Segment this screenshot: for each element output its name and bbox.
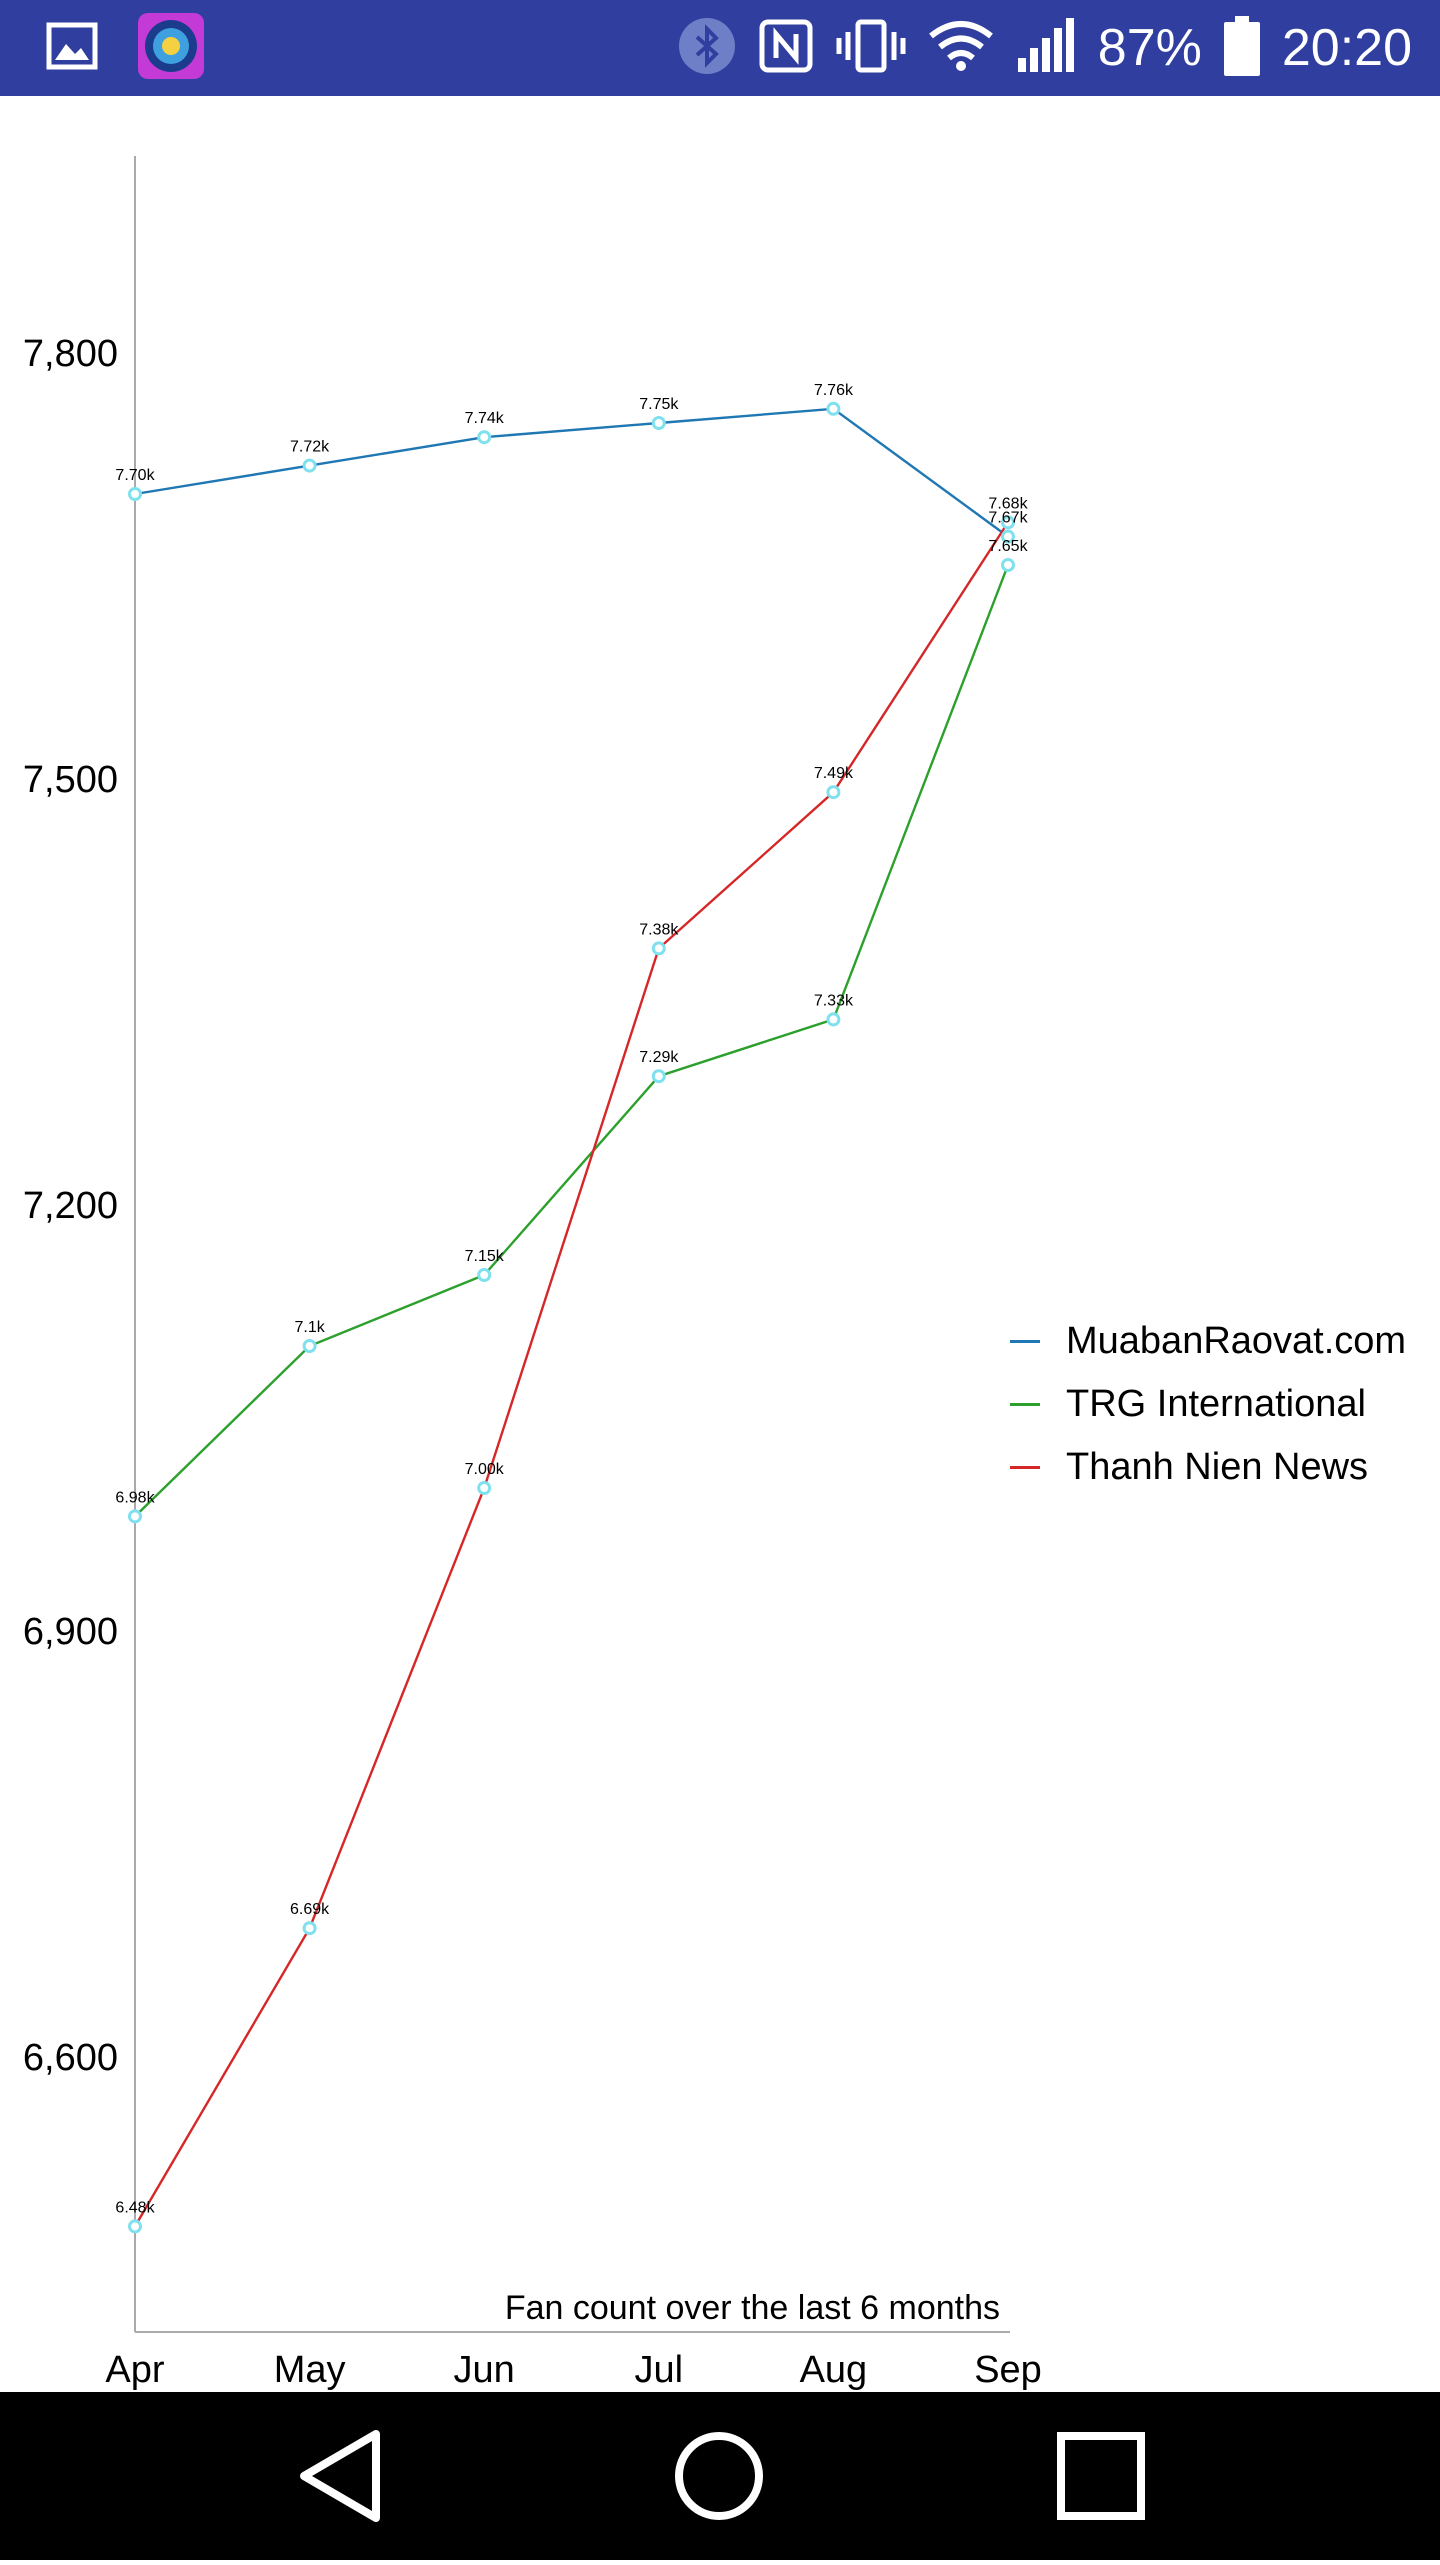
- y-tick-label: 6,900: [23, 1611, 118, 1653]
- legend-swatch: [1010, 1403, 1040, 1406]
- data-point: [651, 941, 666, 956]
- data-label: 7.29k: [639, 1049, 679, 1066]
- legend-item: Thanh Nien News: [1010, 1436, 1406, 1499]
- x-tick-label: Apr: [105, 2349, 164, 2391]
- y-tick-label: 7,500: [23, 759, 118, 801]
- data-point: [302, 458, 317, 473]
- recents-icon: [1057, 2432, 1145, 2520]
- x-tick-label: Sep: [974, 2349, 1042, 2391]
- data-label: 7.65k: [988, 538, 1028, 555]
- app-game-icon: [138, 12, 204, 84]
- data-label: 6.69k: [290, 1901, 330, 1918]
- vibrate-icon: [836, 18, 906, 79]
- data-label: 7.33k: [814, 992, 854, 1009]
- data-point: [302, 1921, 317, 1936]
- nfc-icon: [758, 18, 814, 79]
- data-point: [302, 1339, 317, 1353]
- navigation-bar: [0, 2392, 1440, 2560]
- data-label: 7.1k: [294, 1319, 325, 1336]
- signal-icon: [1016, 17, 1076, 79]
- status-bar: 87% 20:20: [0, 0, 1440, 96]
- data-point: [826, 401, 841, 416]
- data-label: 7.74k: [465, 410, 505, 427]
- data-label: 6.48k: [115, 2199, 155, 2216]
- data-point: [477, 430, 492, 445]
- battery-percent: 87%: [1097, 19, 1202, 77]
- data-label: 7.75k: [639, 396, 679, 413]
- y-tick-label: 6,600: [23, 2037, 118, 2079]
- x-tick-label: Aug: [800, 2349, 868, 2391]
- clock: 20:20: [1281, 19, 1412, 77]
- data-point: [1001, 529, 1015, 544]
- home-button[interactable]: [675, 2432, 763, 2520]
- recents-button[interactable]: [1057, 2432, 1145, 2520]
- x-tick-label: Jun: [454, 2349, 515, 2391]
- chart: 7,800 7,500 7,200 6,900 6,600 Apr May Jun Jul Au…: [0, 96, 1440, 2392]
- legend-swatch: [1010, 1466, 1040, 1469]
- legend: MuabanRaovat.com TRG International Thanh…: [1010, 1310, 1406, 1499]
- data-point: [1001, 515, 1015, 530]
- legend-label: MuabanRaovat.com: [1066, 1320, 1407, 1362]
- data-label: 6.98k: [115, 1489, 155, 1506]
- x-tick-label: Jul: [635, 2349, 684, 2391]
- y-tick-label: 7,200: [23, 1185, 118, 1227]
- series-line: [134, 564, 1010, 1518]
- data-label: 7.38k: [639, 921, 679, 938]
- legend-swatch: [1010, 1340, 1040, 1343]
- data-label: 7.76k: [814, 382, 854, 399]
- data-point: [128, 487, 142, 501]
- battery-icon: [1223, 15, 1260, 81]
- data-point: [477, 1481, 492, 1495]
- legend-item: TRG International: [1010, 1373, 1406, 1436]
- line-chart: 7,800 7,500 7,200 6,900 6,600 Apr May Jun Jul Au…: [23, 156, 1042, 2391]
- data-label: 7.68k: [988, 495, 1028, 512]
- data-point: [1001, 558, 1015, 572]
- x-tick-label: May: [274, 2349, 346, 2391]
- chart-title: Fan count over the last 6 months: [505, 2289, 1000, 2327]
- data-point: [128, 2219, 142, 2234]
- data-label: 7.00k: [465, 1461, 505, 1478]
- data-point: [826, 785, 841, 800]
- home-icon: [675, 2432, 763, 2520]
- bluetooth-icon: [678, 17, 736, 80]
- data-label: 7.67k: [988, 510, 1028, 527]
- data-point: [651, 416, 666, 430]
- back-icon: [300, 2430, 380, 2522]
- data-point: [826, 1012, 841, 1027]
- gallery-icon: [46, 22, 98, 75]
- series-line: [134, 407, 1009, 538]
- series-line: [133, 521, 1010, 2228]
- legend-label: TRG International: [1066, 1383, 1366, 1425]
- wifi-icon: [928, 20, 994, 77]
- data-point: [477, 1268, 492, 1282]
- legend-label: Thanh Nien News: [1066, 1446, 1369, 1488]
- back-button[interactable]: [300, 2430, 380, 2522]
- data-label: 7.49k: [814, 765, 854, 782]
- data-label: 7.15k: [465, 1248, 505, 1265]
- data-label: 7.70k: [115, 467, 155, 484]
- data-label: 7.72k: [290, 439, 330, 456]
- legend-item: MuabanRaovat.com: [1010, 1310, 1406, 1373]
- y-tick-label: 7,800: [23, 333, 118, 375]
- data-point: [128, 1509, 142, 1524]
- data-point: [651, 1069, 666, 1084]
